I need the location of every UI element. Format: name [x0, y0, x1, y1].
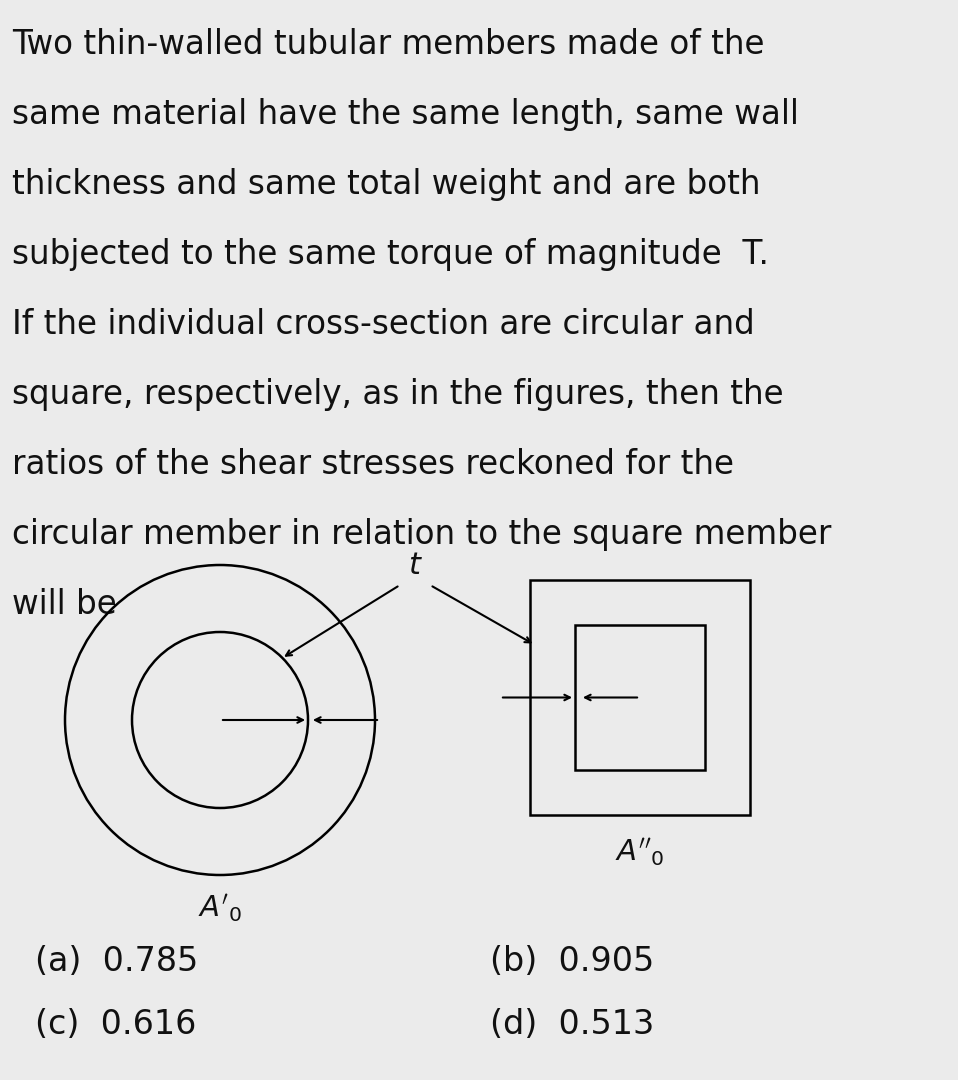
Text: circular member in relation to the square member: circular member in relation to the squar… [12, 518, 832, 551]
Text: $A''_0$: $A''_0$ [615, 836, 665, 868]
Text: square, respectively, as in the figures, then the: square, respectively, as in the figures,… [12, 378, 784, 411]
Text: (d)  0.513: (d) 0.513 [490, 1008, 654, 1041]
Bar [530, 580, 750, 815]
Text: (b)  0.905: (b) 0.905 [490, 945, 654, 978]
Text: Two thin-walled tubular members made of the: Two thin-walled tubular members made of … [12, 28, 764, 60]
Bar [575, 625, 705, 770]
Text: If the individual cross-section are circular and: If the individual cross-section are circ… [12, 308, 755, 341]
Text: $A'_0$: $A'_0$ [198, 892, 242, 923]
Text: (c)  0.616: (c) 0.616 [35, 1008, 196, 1041]
Text: will be: will be [12, 588, 117, 621]
Text: (a)  0.785: (a) 0.785 [35, 945, 198, 978]
Text: same material have the same length, same wall: same material have the same length, same… [12, 98, 799, 131]
Text: thickness and same total weight and are both: thickness and same total weight and are … [12, 168, 761, 201]
Text: $t$: $t$ [407, 551, 422, 580]
Text: subjected to the same torque of magnitude  T.: subjected to the same torque of magnitud… [12, 238, 769, 271]
Text: ratios of the shear stresses reckoned for the: ratios of the shear stresses reckoned fo… [12, 448, 734, 481]
